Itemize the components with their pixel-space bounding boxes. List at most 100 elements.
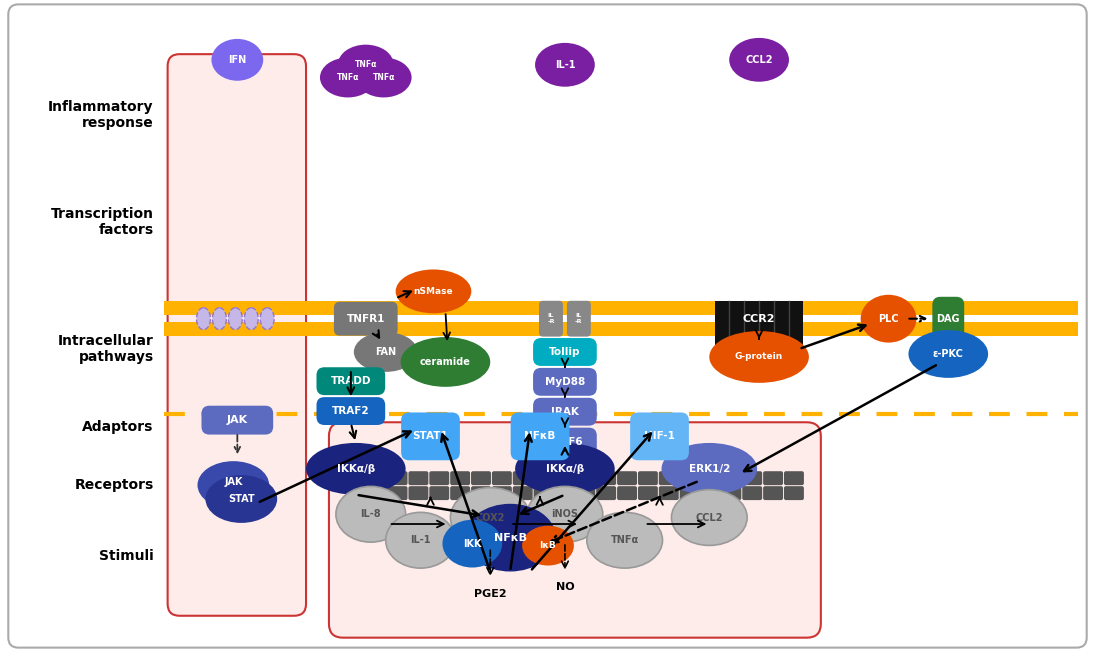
FancyBboxPatch shape	[492, 486, 511, 500]
Ellipse shape	[385, 512, 456, 568]
Text: NO: NO	[555, 582, 574, 593]
FancyBboxPatch shape	[701, 471, 721, 485]
Ellipse shape	[587, 512, 662, 568]
Ellipse shape	[338, 45, 394, 85]
Text: TRAF6: TRAF6	[546, 437, 584, 447]
Text: PGE2: PGE2	[474, 589, 507, 599]
Ellipse shape	[306, 443, 405, 495]
FancyBboxPatch shape	[659, 471, 679, 485]
Text: TNFR1: TNFR1	[347, 314, 385, 323]
FancyBboxPatch shape	[367, 486, 387, 500]
FancyBboxPatch shape	[408, 471, 428, 485]
FancyBboxPatch shape	[742, 486, 762, 500]
Text: IL
-R: IL -R	[575, 314, 583, 324]
Ellipse shape	[671, 490, 747, 546]
Text: COX2: COX2	[475, 512, 505, 522]
Text: STAT: STAT	[228, 494, 255, 504]
Text: IL-8: IL-8	[360, 509, 381, 519]
FancyBboxPatch shape	[388, 486, 407, 500]
FancyBboxPatch shape	[316, 367, 385, 395]
Text: G-protein: G-protein	[735, 353, 783, 361]
FancyBboxPatch shape	[701, 486, 721, 500]
Bar	[163, 322, 1077, 336]
FancyBboxPatch shape	[471, 471, 491, 485]
Text: IL-1: IL-1	[555, 60, 575, 70]
Ellipse shape	[356, 57, 412, 97]
FancyBboxPatch shape	[429, 471, 449, 485]
FancyBboxPatch shape	[408, 486, 428, 500]
Text: IκB: IκB	[540, 541, 556, 550]
FancyBboxPatch shape	[9, 5, 1086, 647]
Bar	[715, 301, 803, 353]
FancyBboxPatch shape	[763, 471, 783, 485]
Text: nSMase: nSMase	[414, 287, 453, 296]
Text: NFκB: NFκB	[494, 533, 527, 542]
FancyBboxPatch shape	[533, 486, 554, 500]
FancyBboxPatch shape	[450, 486, 470, 500]
FancyBboxPatch shape	[596, 471, 616, 485]
FancyBboxPatch shape	[618, 471, 637, 485]
Ellipse shape	[450, 488, 530, 548]
FancyBboxPatch shape	[539, 301, 563, 336]
FancyBboxPatch shape	[722, 486, 741, 500]
FancyBboxPatch shape	[510, 413, 569, 460]
Text: DAG: DAG	[936, 314, 960, 323]
FancyBboxPatch shape	[512, 486, 532, 500]
Ellipse shape	[206, 475, 277, 523]
Ellipse shape	[909, 330, 988, 378]
Text: CCR2: CCR2	[742, 314, 775, 323]
Text: CCL2: CCL2	[746, 55, 773, 65]
FancyBboxPatch shape	[346, 471, 366, 485]
FancyBboxPatch shape	[533, 428, 597, 456]
Text: Transcription
factors: Transcription factors	[50, 207, 153, 237]
FancyBboxPatch shape	[567, 301, 591, 336]
FancyBboxPatch shape	[784, 471, 804, 485]
FancyBboxPatch shape	[328, 422, 821, 638]
Ellipse shape	[522, 526, 574, 565]
Ellipse shape	[710, 331, 809, 383]
Ellipse shape	[212, 308, 227, 330]
FancyBboxPatch shape	[201, 406, 273, 435]
FancyBboxPatch shape	[763, 486, 783, 500]
Text: Intracellular
pathways: Intracellular pathways	[58, 334, 153, 364]
FancyBboxPatch shape	[630, 413, 689, 460]
Text: FAN: FAN	[376, 347, 396, 357]
FancyBboxPatch shape	[554, 471, 575, 485]
Text: PLC: PLC	[878, 314, 899, 323]
Text: NFκB: NFκB	[525, 432, 556, 441]
Ellipse shape	[515, 443, 614, 495]
FancyBboxPatch shape	[932, 297, 965, 340]
FancyBboxPatch shape	[388, 471, 407, 485]
Ellipse shape	[527, 486, 602, 542]
Ellipse shape	[861, 295, 917, 342]
FancyBboxPatch shape	[659, 486, 679, 500]
Text: TNFα: TNFα	[372, 73, 395, 82]
Ellipse shape	[395, 269, 471, 313]
FancyBboxPatch shape	[492, 471, 511, 485]
FancyBboxPatch shape	[450, 471, 470, 485]
Bar	[163, 301, 1077, 316]
Text: iNOS: iNOS	[552, 509, 578, 519]
Text: Stimuli: Stimuli	[99, 550, 153, 563]
FancyBboxPatch shape	[334, 302, 397, 336]
FancyBboxPatch shape	[316, 397, 385, 425]
Text: TRADD: TRADD	[331, 376, 371, 386]
FancyBboxPatch shape	[533, 471, 554, 485]
FancyBboxPatch shape	[575, 486, 596, 500]
FancyBboxPatch shape	[784, 486, 804, 500]
Ellipse shape	[661, 443, 757, 495]
Ellipse shape	[261, 308, 274, 330]
Ellipse shape	[464, 504, 556, 572]
Text: IRAK: IRAK	[551, 407, 579, 417]
Text: ε-PKC: ε-PKC	[933, 349, 964, 359]
Ellipse shape	[336, 486, 405, 542]
FancyBboxPatch shape	[722, 471, 741, 485]
Ellipse shape	[320, 57, 376, 97]
Ellipse shape	[535, 43, 595, 87]
Text: JAK: JAK	[224, 477, 243, 487]
Text: Inflammatory
response: Inflammatory response	[48, 100, 153, 130]
FancyBboxPatch shape	[638, 471, 658, 485]
FancyBboxPatch shape	[367, 471, 387, 485]
Text: HIF-1: HIF-1	[644, 432, 675, 441]
Ellipse shape	[354, 332, 417, 372]
